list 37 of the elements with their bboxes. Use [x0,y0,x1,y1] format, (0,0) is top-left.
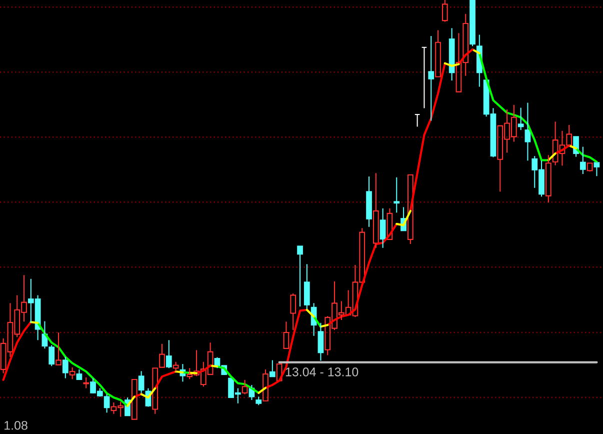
candlestick [304,264,310,310]
candlestick [76,368,82,380]
candlestick [448,28,455,82]
candlestick [524,102,531,162]
candlestick [414,114,420,128]
candlestick [394,176,400,214]
candlestick [283,321,290,349]
annotation: 13.04 - 13.10 [286,367,358,376]
candlestick [262,368,268,402]
candlestick [318,322,324,362]
candlestick [138,370,144,394]
candlestick [545,154,552,204]
candlestick [56,332,62,366]
candlestick [172,361,179,372]
candlestick [297,246,303,308]
candlestick [166,340,172,369]
candlestick [442,0,448,22]
candlestick [435,30,441,78]
candlestick [518,107,524,131]
candlestick [580,146,586,175]
candlestick [290,293,296,331]
candlestick [48,344,55,367]
candlestick [594,161,600,177]
candlestick [269,360,276,378]
candlestick [372,172,379,248]
candlestick [386,208,393,240]
candlestick [421,46,428,109]
candlestick [407,174,414,245]
candlestick [586,162,593,172]
candlestick [242,379,248,395]
candlestick [366,176,372,228]
candlestick [69,366,76,380]
text: 1.08 [4,420,28,430]
candlestick [83,376,90,389]
candlestick [428,36,434,122]
candlestick [380,208,386,248]
candlestick [256,396,262,406]
